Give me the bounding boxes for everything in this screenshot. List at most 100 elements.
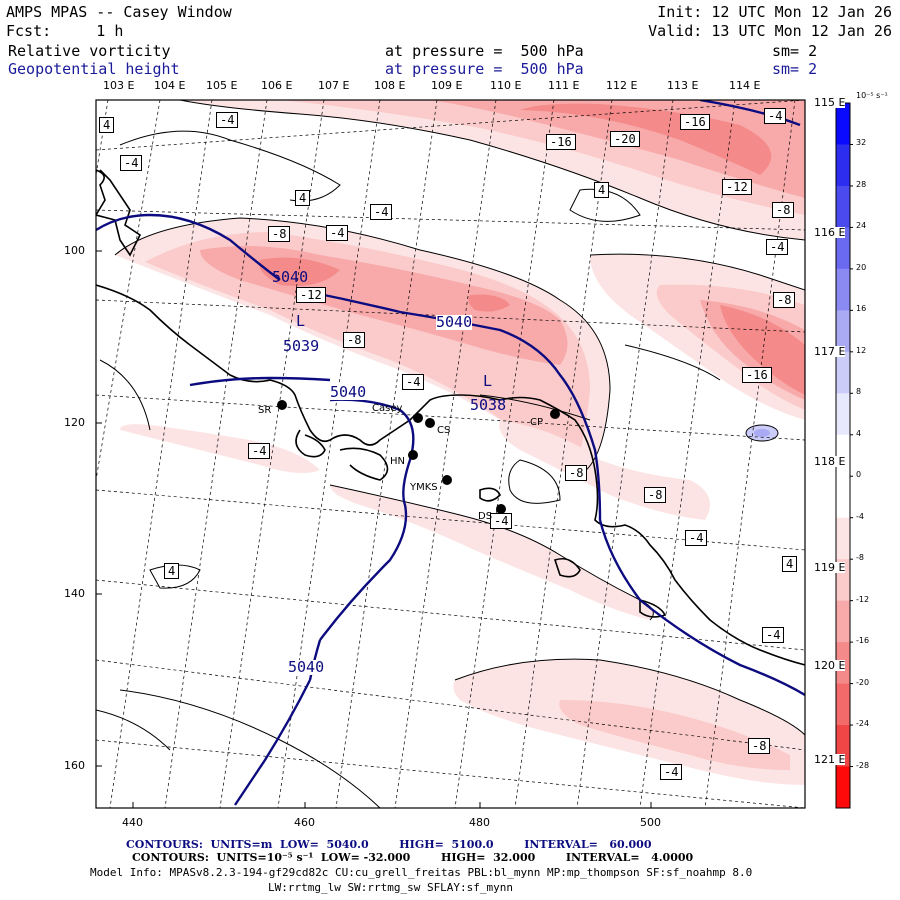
lon-label: 113 E — [667, 79, 699, 92]
contour-label: -20 — [610, 131, 640, 147]
contour-label: -4 — [326, 225, 349, 241]
colorbar — [835, 102, 853, 809]
colorbar-swatch — [836, 476, 850, 519]
forecast-hour: Fcst: 1 h — [6, 22, 124, 40]
contour-label: -16 — [742, 367, 772, 383]
axis-ticks — [96, 250, 652, 808]
plot-title: AMPS MPAS -- Casey Window — [6, 3, 232, 21]
footer-vorticity-contours: CONTOURS: UNITS=10⁻⁵ s⁻¹ LOW= -32.000 HI… — [132, 851, 694, 864]
colorbar-swatch — [836, 683, 850, 726]
lat-label: 119 E — [814, 561, 846, 574]
station-dot — [277, 400, 287, 410]
station-label: HN — [390, 456, 405, 467]
colorbar-tick-label: 28 — [856, 179, 867, 189]
contour-label: -12 — [296, 287, 326, 303]
field1-name: Relative vorticity — [8, 42, 171, 60]
station-label: CP — [530, 417, 544, 428]
low-letter: L — [483, 372, 493, 390]
low-value: 5038 — [470, 396, 507, 414]
lon-label: 112 E — [606, 79, 638, 92]
colorbar-tick-label: 24 — [856, 221, 867, 231]
colorbar-tick-label: 0 — [856, 470, 862, 480]
lon-label: 106 E — [261, 79, 293, 92]
lon-label: 104 E — [154, 79, 186, 92]
vorticity-shading — [115, 100, 805, 785]
colorbar-tick-label: -4 — [856, 511, 864, 521]
field2-name: Geopotential height — [8, 60, 180, 78]
y-tick-label: 120 — [64, 416, 85, 429]
low-letter: L — [296, 312, 306, 330]
height-label: 5040 — [436, 313, 473, 331]
colorbar-tick-label: 16 — [856, 304, 867, 314]
colorbar-swatch — [836, 393, 850, 436]
lat-label: 121 E — [814, 753, 846, 766]
contour-label: 4 — [99, 117, 115, 133]
init-time: Init: 12 UTC Mon 12 Jan 26 — [657, 3, 892, 21]
x-tick-label: 500 — [640, 816, 661, 829]
lat-label: 116 E — [814, 226, 846, 239]
plot-frame — [95, 99, 806, 809]
station-dot — [408, 450, 418, 460]
x-tick-label: 440 — [122, 816, 143, 829]
contour-label: -16 — [546, 134, 576, 150]
colorbar-swatch — [836, 185, 850, 228]
station-markers — [277, 400, 560, 514]
lat-label: 118 E — [814, 455, 846, 468]
colorbar-swatch — [836, 144, 850, 187]
field2-smoothing: sm= 2 — [772, 60, 818, 78]
contour-label: -4 — [248, 443, 271, 459]
contour-label: -12 — [722, 179, 752, 195]
lat-lon-grid — [96, 100, 805, 808]
station-dot — [425, 418, 435, 428]
lat-label: 115 E — [814, 96, 846, 109]
contour-label: -4 — [660, 764, 683, 780]
footer-height-contours: CONTOURS: UNITS=m LOW= 5040.0 HIGH= 5100… — [126, 838, 652, 851]
colorbar-swatch — [836, 600, 850, 643]
colorbar-tick-label: 32 — [856, 138, 867, 148]
colorbar-tick-label: -8 — [856, 553, 864, 563]
contour-label: -4 — [402, 374, 425, 390]
height-label: 5040 — [288, 658, 325, 676]
contour-label: -4 — [120, 155, 143, 171]
contour-label: -8 — [748, 738, 771, 754]
lon-label: 111 E — [548, 79, 580, 92]
colorbar-swatch — [836, 517, 850, 560]
station-dot — [413, 413, 423, 423]
lon-label: 105 E — [206, 79, 238, 92]
station-dot — [442, 475, 452, 485]
lon-label: 114 E — [729, 79, 761, 92]
low-value: 5039 — [283, 337, 320, 355]
contour-label: -4 — [762, 627, 785, 643]
contour-label: -4 — [766, 239, 789, 255]
station-dot — [496, 504, 506, 514]
field1-smoothing: sm= 2 — [772, 42, 818, 60]
lat-label: 120 E — [814, 659, 846, 672]
y-tick-label: 100 — [64, 244, 85, 257]
colorbar-tick-label: 12 — [856, 345, 867, 355]
x-tick-label: 480 — [469, 816, 490, 829]
lon-label: 108 E — [374, 79, 406, 92]
y-tick-label: 160 — [64, 759, 85, 772]
station-label: YMKS — [410, 482, 438, 493]
contour-label: 4 — [782, 556, 798, 572]
contour-label: 4 — [594, 182, 610, 198]
station-label: Casey — [372, 403, 403, 414]
colorbar-tick-label: -12 — [856, 594, 870, 604]
station-label: DS — [478, 511, 493, 522]
contour-label: -4 — [370, 204, 393, 220]
contour-label: -8 — [644, 487, 667, 503]
field1-level: at pressure = 500 hPa — [385, 42, 584, 60]
height-label: 5040 — [330, 383, 367, 401]
colorbar-tick-label: -20 — [856, 677, 870, 687]
contour-label: -8 — [268, 226, 291, 242]
lon-label: 103 E — [103, 79, 135, 92]
colorbar-tick-label: -16 — [856, 636, 870, 646]
contour-label: -8 — [565, 465, 588, 481]
x-tick-label: 460 — [294, 816, 315, 829]
colorbar-tick-label: 20 — [856, 262, 867, 272]
y-tick-label: 140 — [64, 587, 85, 600]
colorbar-tick-label: 8 — [856, 387, 862, 397]
contour-label: -8 — [343, 332, 366, 348]
lon-label: 110 E — [490, 79, 522, 92]
